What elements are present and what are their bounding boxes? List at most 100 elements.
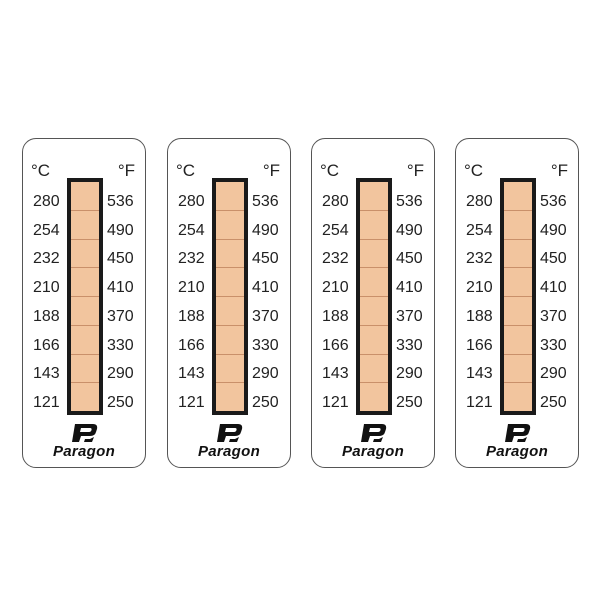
celsius-value: 280 (178, 193, 205, 210)
paragon-logo-icon (312, 423, 434, 448)
fahrenheit-value: 450 (540, 250, 567, 268)
indicator-cell (71, 354, 99, 384)
fahrenheit-unit: °F (262, 161, 280, 180)
indicator-cell (360, 210, 388, 240)
fahrenheit-value: 250 (252, 393, 279, 411)
indicator-cell (216, 268, 244, 297)
indicator-bar (212, 178, 248, 415)
celsius-value: 210 (466, 279, 493, 297)
fahrenheit-value: 450 (107, 250, 134, 268)
celsius-value: 210 (178, 279, 205, 297)
celsius-value: 254 (33, 221, 60, 239)
brand-name: Paragon (52, 443, 116, 460)
fahrenheit-value: 490 (252, 221, 279, 239)
celsius-value: 280 (322, 193, 349, 210)
indicator-cell (71, 210, 99, 240)
indicator-cell (216, 210, 244, 240)
celsius-value: 166 (466, 336, 493, 354)
indicator-cell (360, 383, 388, 411)
fahrenheit-value: 290 (107, 365, 134, 383)
fahrenheit-value: 370 (107, 307, 134, 325)
fahrenheit-value: 250 (540, 393, 567, 411)
paragon-logo-icon (456, 423, 578, 448)
celsius-value: 143 (178, 365, 205, 383)
celsius-value: 166 (33, 336, 60, 354)
celsius-value: 143 (322, 365, 349, 383)
indicator-bar (500, 178, 536, 415)
celsius-value: 166 (178, 336, 205, 354)
indicator-cell (216, 354, 244, 384)
fahrenheit-value: 250 (396, 393, 423, 411)
celsius-value: 232 (322, 250, 349, 268)
celsius-value: 210 (33, 279, 60, 297)
temperature-label-card: °C °F 280 536 254 490 232 450 210 410 188 370 166 3… (455, 138, 579, 468)
temperature-label-card: °C °F 280 536 254 490 232 450 210 410 188 370 166 3… (167, 138, 291, 468)
indicator-cell (360, 297, 388, 326)
fahrenheit-value: 410 (540, 279, 567, 297)
indicator-cell (360, 239, 388, 269)
temperature-label-card: °C °F 280 536 254 490 232 450 210 410 188 370 166 3… (22, 138, 146, 468)
indicator-cell (504, 210, 532, 240)
fahrenheit-value: 290 (396, 365, 423, 383)
fahrenheit-value: 290 (540, 365, 567, 383)
indicator-cell (360, 325, 388, 355)
fahrenheit-value: 330 (540, 336, 567, 354)
brand-name: Paragon (197, 443, 261, 460)
fahrenheit-value: 250 (107, 393, 134, 411)
celsius-unit: °C (464, 161, 484, 180)
indicator-cell (71, 297, 99, 326)
indicator-cell (504, 182, 532, 211)
fahrenheit-value: 450 (252, 250, 279, 268)
fahrenheit-value: 450 (396, 250, 423, 268)
fahrenheit-value: 330 (252, 336, 279, 354)
fahrenheit-unit: °F (550, 161, 568, 180)
indicator-cell (71, 182, 99, 211)
indicator-cell (216, 383, 244, 411)
fahrenheit-value: 370 (252, 307, 279, 325)
indicator-bar (356, 178, 392, 415)
fahrenheit-unit: °F (117, 161, 135, 180)
celsius-value: 254 (466, 221, 493, 239)
fahrenheit-value: 536 (396, 193, 423, 210)
indicator-cell (504, 239, 532, 269)
indicator-bar (67, 178, 103, 415)
indicator-cell (360, 268, 388, 297)
fahrenheit-value: 490 (540, 221, 567, 239)
indicator-cell (504, 268, 532, 297)
celsius-value: 121 (178, 393, 205, 411)
celsius-value: 280 (466, 193, 493, 210)
indicator-cell (216, 297, 244, 326)
indicator-cell (216, 239, 244, 269)
indicator-cell (71, 239, 99, 269)
celsius-value: 232 (33, 250, 60, 268)
fahrenheit-value: 330 (396, 336, 423, 354)
celsius-value: 166 (322, 336, 349, 354)
fahrenheit-value: 410 (107, 279, 134, 297)
indicator-cell (216, 182, 244, 211)
paragon-logo-icon (168, 423, 290, 448)
celsius-unit: °C (31, 161, 51, 180)
fahrenheit-value: 536 (107, 193, 134, 210)
fahrenheit-value: 370 (540, 307, 567, 325)
indicator-cell (360, 182, 388, 211)
celsius-value: 232 (178, 250, 205, 268)
fahrenheit-value: 490 (107, 221, 134, 239)
celsius-value: 210 (322, 279, 349, 297)
indicator-cell (71, 268, 99, 297)
celsius-value: 188 (466, 307, 493, 325)
celsius-value: 121 (322, 393, 349, 411)
celsius-value: 254 (178, 221, 205, 239)
indicator-cell (71, 383, 99, 411)
celsius-value: 121 (33, 393, 60, 411)
celsius-value: 232 (466, 250, 493, 268)
indicator-cell (504, 354, 532, 384)
celsius-value: 188 (33, 307, 60, 325)
celsius-value: 143 (466, 365, 493, 383)
fahrenheit-value: 410 (252, 279, 279, 297)
celsius-value: 121 (466, 393, 493, 411)
celsius-value: 188 (178, 307, 205, 325)
fahrenheit-value: 330 (107, 336, 134, 354)
fahrenheit-value: 536 (252, 193, 279, 210)
temperature-label-card: °C °F 280 536 254 490 232 450 210 410 188 370 166 3… (311, 138, 435, 468)
fahrenheit-value: 490 (396, 221, 423, 239)
